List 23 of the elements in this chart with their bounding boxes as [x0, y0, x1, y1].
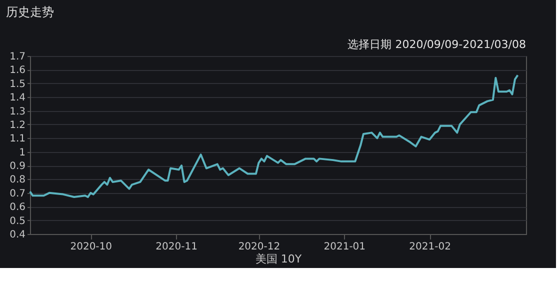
x-tick-label: 2020-11	[156, 242, 198, 252]
x-tick-label: 2021-02	[409, 242, 451, 252]
y-tick-label: 0.5	[10, 216, 26, 227]
y-tick-label: 0.8	[10, 174, 26, 186]
y-tick-label: 1.2	[10, 120, 26, 131]
line-series	[29, 74, 519, 198]
y-tick-label: 1.3	[10, 106, 26, 118]
chart-subtitle: 选择日期 2020/09/09-2021/03/08	[348, 38, 526, 51]
y-tick-label: 1.1	[10, 134, 26, 145]
x-axis-title: 美国 10Y	[255, 252, 302, 266]
y-tick-label: 0.7	[10, 188, 26, 200]
chart-title: 历史走势	[6, 5, 54, 19]
x-tick-label: 2020-12	[238, 242, 280, 252]
y-tick-label: 0.9	[10, 161, 26, 172]
y-tick-label: 1	[19, 147, 26, 158]
y-tick-label: 0.4	[10, 230, 26, 240]
y-tick-label: 1.7	[10, 52, 26, 62]
y-tick-label: 1.6	[10, 65, 26, 76]
x-tick-label: 2020-10	[70, 242, 112, 252]
x-tick-label: 2021-01	[324, 242, 366, 252]
y-tick-label: 1.5	[10, 78, 26, 90]
y-tick-label: 0.6	[10, 202, 26, 214]
y-tick-label: 1.4	[10, 92, 26, 104]
